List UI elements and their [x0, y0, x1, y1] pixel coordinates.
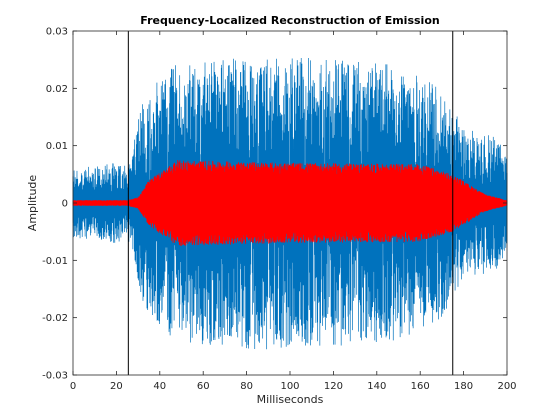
y-tick-label: -0.03	[42, 371, 68, 382]
x-tick-label: 180	[454, 381, 473, 392]
reconstruction-series-line	[72, 160, 508, 246]
x-tick-label: 80	[240, 381, 253, 392]
x-tick-label: 40	[153, 381, 166, 392]
x-tick-label: 100	[280, 381, 299, 392]
y-tick-label: -0.02	[42, 313, 68, 324]
x-tick-label: 160	[411, 381, 430, 392]
x-tick-label: 20	[110, 381, 123, 392]
x-tick-label: 60	[197, 381, 210, 392]
vertical-markers	[127, 31, 454, 375]
chart-title: Frequency-Localized Reconstruction of Em…	[140, 14, 439, 27]
y-axis-ticks: -0.03 -0.02 -0.01 0 0.01 0.02 0.03	[42, 27, 507, 382]
x-tick-label: 120	[324, 381, 343, 392]
x-axis-ticks: 0 20 40 60 80 100 120 140 160 180 200	[70, 31, 517, 392]
plot-series	[72, 57, 508, 350]
x-tick-label: 200	[497, 381, 516, 392]
x-tick-label: 140	[367, 381, 386, 392]
x-axis-label: Milliseconds	[257, 393, 324, 406]
y-tick-label: 0	[62, 199, 68, 210]
y-tick-label: 0.02	[46, 84, 68, 95]
y-tick-label: 0.01	[46, 141, 68, 152]
x-tick-label: 0	[70, 381, 76, 392]
y-axis-label: Amplitude	[26, 175, 39, 232]
y-tick-label: 0.03	[46, 27, 68, 38]
y-tick-label: -0.01	[42, 256, 68, 267]
